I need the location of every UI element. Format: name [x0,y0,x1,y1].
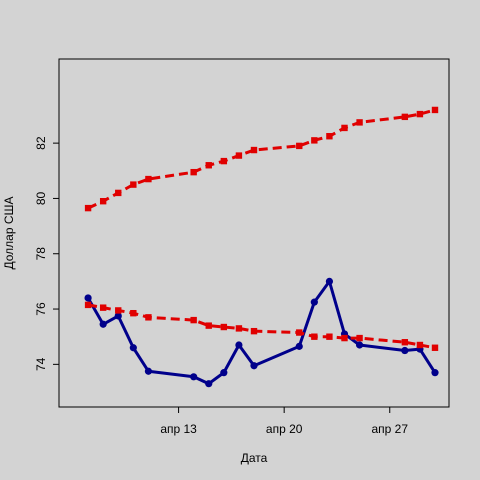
y-tick-label: 76 [34,302,48,316]
y-tick-label: 78 [34,247,48,261]
y-tick-label: 74 [34,357,48,371]
data-point [220,157,228,165]
data-point [326,333,333,340]
data-point [431,344,439,351]
data-point [325,277,334,285]
x-axis-label: Дата [241,451,268,465]
series-2 [84,301,439,351]
data-point [431,369,439,377]
series-1 [84,106,439,212]
data-point [130,309,137,317]
data-point [296,329,303,336]
data-point [205,322,212,329]
data-point [416,341,424,349]
data-point [130,181,137,188]
x-tick-label: апр 27 [371,422,408,436]
data-point [356,119,363,126]
series-0 [84,277,439,388]
data-point [250,327,258,335]
x-tick-label: апр 13 [160,422,197,436]
data-point [401,113,409,121]
data-point [205,162,212,169]
data-point [416,110,424,118]
data-point [145,175,152,183]
data-point [190,373,198,381]
data-point [84,204,92,212]
data-point [401,346,409,355]
data-point [250,362,258,370]
data-point [401,339,409,346]
data-point [205,380,213,388]
data-point [99,320,107,328]
data-point [235,152,243,159]
data-point [99,304,107,311]
data-point [99,198,107,205]
series-line [87,108,436,210]
data-point [296,142,303,150]
data-point [190,316,197,324]
y-tick-label: 80 [34,191,48,205]
series-line [87,303,436,350]
data-point [355,341,364,349]
data-point [220,323,228,331]
y-tick-label: 82 [34,136,48,150]
y-axis-label: Доллар США [2,196,16,269]
data-point [311,137,318,144]
data-point [295,342,303,350]
data-point [190,168,197,176]
y-axis: 74 76 78 80 82 [34,136,59,371]
x-axis: апр 13 апр 20 апр 27 [160,407,408,436]
data-point [310,298,318,306]
data-point [356,334,363,342]
data-point [115,307,122,314]
data-point [311,333,318,340]
data-point [250,146,258,154]
series-layer [84,106,439,388]
series-line [86,279,437,386]
data-point [341,124,348,132]
data-point [220,369,228,377]
data-point [431,106,439,114]
plot-frame [58,58,450,408]
data-point [341,334,348,342]
data-point [235,325,243,332]
data-point [84,301,92,309]
data-point [115,189,122,197]
data-point [235,341,243,349]
data-point [114,312,122,320]
x-tick-label: апр 20 [266,422,303,436]
data-point [84,294,92,302]
data-point [326,133,333,140]
data-point [129,344,137,352]
data-point [145,314,152,321]
data-point [144,367,153,375]
